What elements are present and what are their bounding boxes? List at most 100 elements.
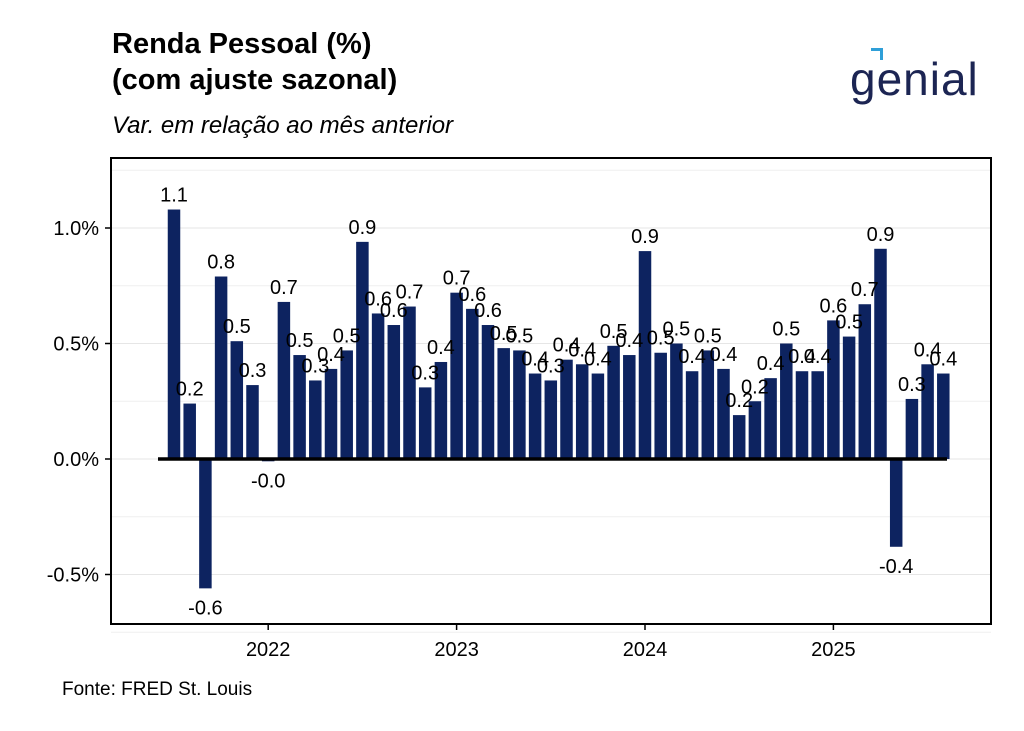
data-label: 0.4	[678, 346, 706, 368]
data-label: 0.5	[835, 312, 863, 334]
data-label: 0.5	[662, 319, 690, 341]
bar	[717, 368, 730, 459]
data-label: 0.4	[914, 339, 942, 361]
data-label: 0.2	[725, 390, 753, 412]
data-label: 0.6	[380, 300, 408, 322]
data-label: 0.5	[600, 321, 628, 343]
bar	[905, 398, 919, 459]
genial-logo: genial	[850, 48, 979, 106]
data-label: 0.4	[710, 344, 738, 366]
bar	[340, 350, 353, 459]
data-label: 0.9	[348, 217, 376, 239]
data-label: 0.3	[411, 362, 439, 384]
data-label: 0.4	[584, 349, 612, 371]
bar	[528, 373, 542, 459]
data-label: 0.4	[804, 346, 832, 368]
data-label: -0.6	[188, 597, 222, 619]
bar	[418, 387, 432, 459]
bar	[214, 276, 228, 459]
x-tick-label: 2024	[623, 639, 668, 661]
bar	[466, 308, 479, 459]
bar	[670, 343, 683, 459]
data-label: 0.6	[474, 300, 502, 322]
bar	[575, 364, 589, 459]
bar	[293, 355, 306, 459]
data-label: 0.4	[757, 353, 785, 375]
y-tick-label: 1.0%	[53, 218, 99, 240]
data-label: 0.3	[537, 355, 565, 377]
data-label: 0.4	[929, 349, 957, 371]
data-label: 0.4	[427, 337, 455, 359]
bar	[685, 371, 699, 459]
title-line-1: Renda Pessoal (%)	[112, 28, 372, 60]
logo-text: genial	[850, 53, 979, 105]
data-label: 0.3	[239, 360, 267, 382]
data-label: 0.5	[647, 328, 675, 350]
data-label: -0.0	[251, 470, 285, 492]
data-label: 0.4	[568, 339, 596, 361]
bar	[654, 352, 667, 459]
data-label: 0.4	[788, 346, 816, 368]
bar	[858, 304, 872, 459]
data-label: 0.7	[396, 282, 424, 304]
data-label: 0.3	[898, 374, 926, 396]
data-label: 0.2	[741, 376, 769, 398]
data-label: 0.4	[553, 335, 581, 357]
data-label: 0.4	[521, 349, 549, 371]
bar	[811, 371, 824, 459]
x-tick-label: 2022	[246, 639, 291, 661]
bar	[591, 373, 605, 459]
data-label: 0.3	[301, 355, 329, 377]
bar	[889, 459, 903, 547]
bar	[842, 336, 856, 459]
bar	[607, 345, 620, 459]
bar	[481, 325, 495, 459]
bar	[921, 364, 934, 459]
bar	[387, 325, 401, 459]
data-label: 0.5	[223, 316, 251, 338]
data-label: 0.7	[270, 277, 298, 299]
bar	[701, 350, 715, 459]
data-label: 0.4	[317, 344, 345, 366]
bar	[371, 313, 385, 459]
bar	[434, 361, 448, 459]
y-tick-label: -0.5%	[47, 565, 99, 587]
bar	[937, 373, 950, 459]
bar	[638, 251, 652, 459]
chart-subtitle: Var. em relação ao mês anterior	[112, 112, 454, 139]
bar	[827, 320, 840, 459]
x-tick-label: 2023	[434, 639, 479, 661]
bar	[230, 341, 244, 459]
data-label: 0.5	[333, 325, 361, 347]
bar	[183, 403, 196, 459]
data-label: 0.5	[694, 325, 722, 347]
bar	[623, 355, 636, 459]
bar	[544, 380, 558, 459]
bar	[764, 378, 777, 459]
y-tick-label: 0.0%	[53, 449, 99, 471]
bar	[795, 371, 809, 459]
data-label: 0.6	[819, 295, 847, 317]
y-tick-label: 0.5%	[53, 334, 99, 356]
data-label: 0.9	[867, 224, 895, 246]
data-label: 0.6	[364, 288, 392, 310]
data-label: 0.5	[772, 319, 800, 341]
data-label: -0.4	[879, 556, 913, 578]
bar	[403, 306, 416, 459]
data-label: 0.9	[631, 226, 659, 248]
bar	[167, 209, 181, 459]
data-label: 1.1	[160, 185, 188, 207]
bar	[748, 401, 762, 459]
bar	[199, 459, 212, 589]
bar	[513, 350, 526, 459]
bar	[497, 348, 510, 459]
data-label: 0.8	[207, 252, 235, 274]
title-line-2: (com ajuste sazonal)	[112, 64, 398, 96]
bar	[277, 301, 291, 459]
chart-title: Renda Pessoal (%) (com ajuste sazonal)	[112, 26, 397, 98]
data-label: 0.6	[458, 284, 486, 306]
data-label: 0.7	[851, 279, 879, 301]
bar	[874, 248, 887, 459]
bar	[450, 292, 463, 459]
